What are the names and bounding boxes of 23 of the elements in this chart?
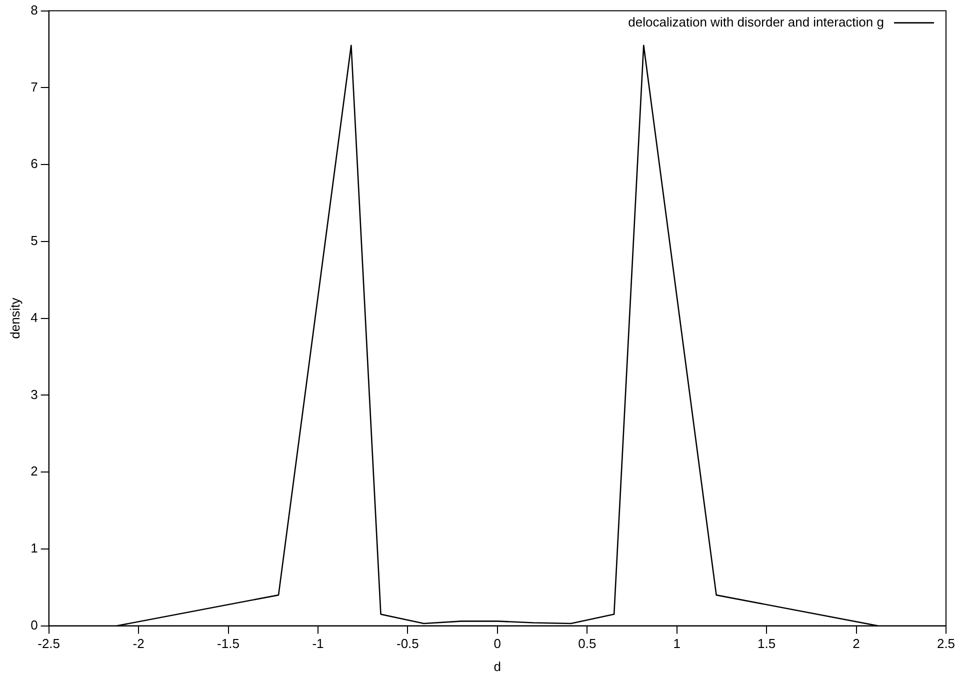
x-tick-label: 1.5 [758, 636, 776, 652]
x-tick-label: -2.5 [38, 636, 60, 652]
x-tick-label: -1.5 [217, 636, 240, 652]
y-tick-label: 5 [30, 233, 38, 248]
y-tick-label: 8 [30, 2, 38, 18]
y-tick-label: 0 [30, 617, 38, 632]
y-tick-label: 7 [30, 79, 38, 94]
x-axis-title: d [494, 658, 502, 674]
y-axis-title: density [7, 297, 22, 339]
x-tick-label: -1 [312, 636, 324, 652]
x-tick-label: 0.5 [578, 636, 596, 652]
x-tick-label: 2 [852, 636, 860, 652]
y-tick-label: 6 [30, 156, 38, 172]
x-tick-label: 0 [494, 636, 502, 652]
y-tick-label: 4 [30, 310, 38, 325]
x-tick-label: 1 [673, 636, 680, 652]
x-tick-label: -2 [132, 636, 144, 652]
y-tick-label: 2 [30, 464, 38, 479]
y-tick-label: 1 [30, 540, 38, 556]
x-tick-label: -0.5 [396, 636, 419, 652]
x-tick-label: 2.5 [936, 636, 956, 652]
legend-label: delocalization with disorder and interaction g [628, 14, 884, 30]
y-tick-label: 3 [30, 386, 38, 402]
